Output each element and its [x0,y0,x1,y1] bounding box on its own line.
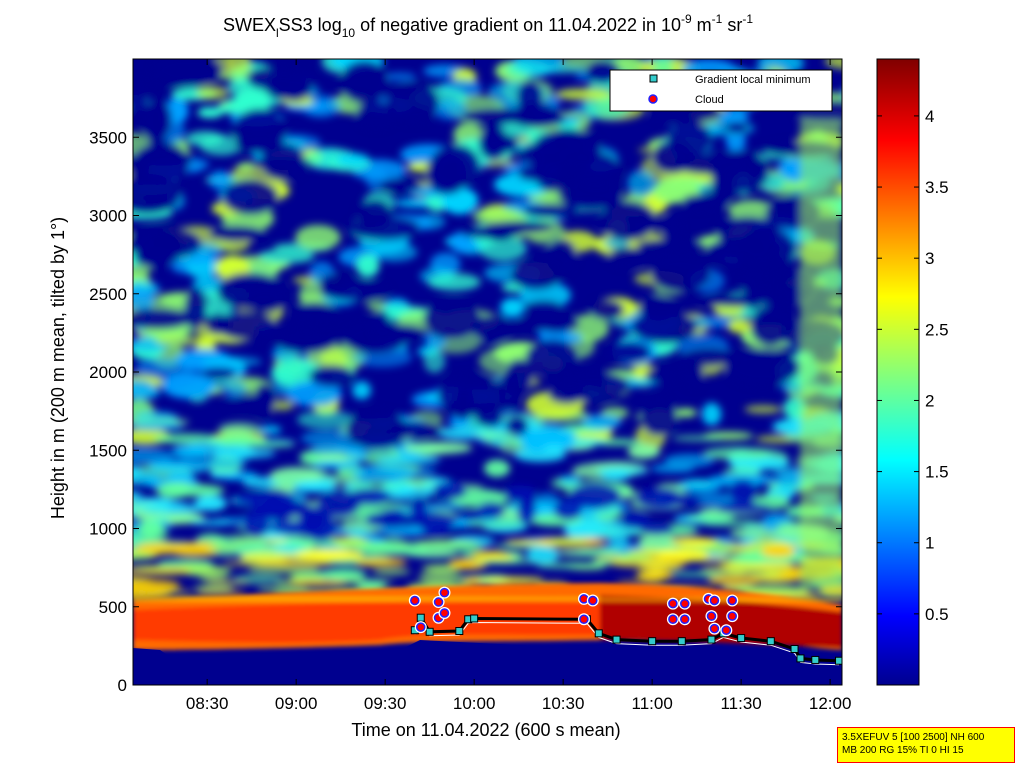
cloud-marker [727,595,737,606]
legend-marker-gradient-minimum [649,74,658,83]
info-box: 3.5XEFUV 5 [100 2500] NH 600 MB 200 RG 1… [837,727,1015,763]
colorbar-tick-label: 2.5 [925,320,949,339]
colorbar-tick-label: 3.5 [925,178,949,197]
legend-label-gradient-minimum: Gradient local minimum [695,74,811,86]
gradient-minimum-marker [790,645,799,654]
x-tick-label: 10:30 [542,694,585,713]
gradient-minimum-marker [416,613,425,622]
gradient-minimum-marker [470,614,479,623]
x-tick-label: 09:30 [364,694,407,713]
y-tick-label: 3500 [89,128,127,147]
y-tick-label: 1000 [89,520,127,539]
y-axis: 0 500 1000 1500 2000 2500 3000 3500 [89,128,842,695]
x-tick-label: 12:00 [809,694,852,713]
gradient-minimum-marker [796,654,805,663]
cloud-marker [706,611,717,621]
colorbar-tick-label: 1 [925,534,934,553]
colorbar-tick-label: 2 [925,391,934,410]
x-tick-label: 11:00 [632,694,673,713]
cloud-marker [680,614,690,625]
heatmap-plot [133,59,842,685]
gradient-minimum-marker [612,635,621,644]
gradient-minimum-marker [425,627,434,636]
x-tick-label: 11:30 [720,694,761,713]
x-axis-label: Time on 11.04.2022 (600 s mean) [351,720,620,740]
x-tick-label: 09:00 [275,694,318,713]
legend-label-cloud: Cloud [695,94,724,106]
x-tick-label: 08:30 [186,694,229,713]
cloud-marker [439,587,450,598]
cloud-marker [668,614,678,625]
legend: Gradient local minimum Cloud [609,69,833,112]
cloud-marker [709,595,720,606]
info-line-1: 3.5XEFUV 5 [100 2500] NH 600 [842,732,985,743]
legend-marker-cloud [648,94,658,104]
chart-title: SWEXlSS3 log10 of negative gradient on 1… [223,12,753,40]
colorbar-tick-label: 0.5 [925,605,949,624]
y-tick-label: 1500 [89,441,127,460]
y-tick-label: 0 [118,676,127,695]
colorbar-tick-label: 1.5 [925,463,949,482]
gradient-minimum-marker [811,655,820,664]
gradient-minimum-marker [737,634,746,643]
colorbar-tick-label: 4 [925,107,934,126]
cloud-marker [709,623,720,634]
gradient-minimum-marker [648,637,657,646]
y-tick-label: 2000 [89,363,127,382]
cloud-marker [727,611,737,621]
y-tick-label: 2500 [89,285,127,304]
cloud-marker [668,598,678,609]
colorbar-tick-label: 3 [925,249,934,268]
cloud-marker [433,597,444,607]
x-axis: 08:30 09:00 09:30 10:00 10:30 11:00 11:30 12:00 [186,59,852,713]
x-tick-label: 10:00 [453,694,496,713]
cloud-marker [579,614,589,625]
gradient-minimum-marker [594,629,603,638]
y-axis-label: Height in m (200 m mean, tilted by 1°) [48,217,68,519]
gradient-minimum-marker [835,656,842,665]
cloud-marker [410,595,420,606]
gradient-minimum-marker [455,627,464,636]
colorbar: 0.5 1 1.5 2 2.5 3 3.5 4 [876,58,949,686]
y-tick-label: 3000 [89,207,127,226]
y-tick-label: 500 [99,598,127,617]
gradient-minimum-marker [707,635,716,644]
cloud-marker [439,608,450,618]
info-line-2: MB 200 RG 15% TI 0 HI 15 [842,745,964,756]
gradient-minimum-marker [677,637,686,646]
cloud-marker [721,625,732,635]
cloud-marker [588,595,598,606]
cloud-marker [416,622,426,632]
gradient-minimum-marker [766,637,775,646]
cloud-marker [579,594,589,604]
cloud-marker [680,598,690,609]
